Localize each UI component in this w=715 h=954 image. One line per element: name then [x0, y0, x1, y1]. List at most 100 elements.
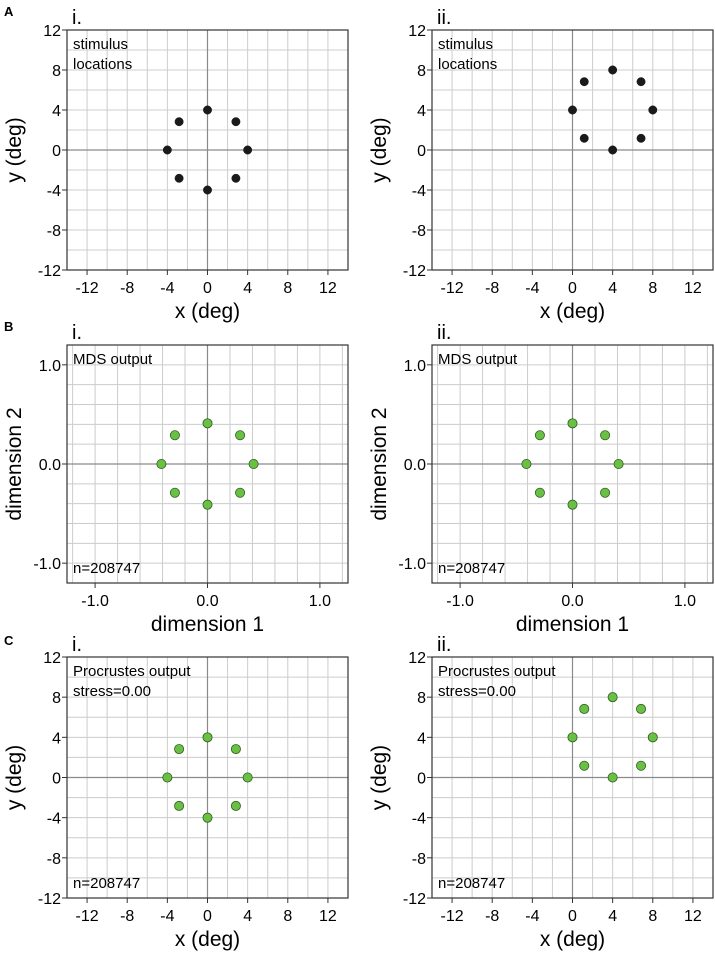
n-count-label: n=208747 — [438, 875, 505, 892]
x-tick-label: 0 — [203, 280, 212, 297]
data-point — [567, 499, 578, 510]
data-points — [568, 65, 658, 155]
annotation-text: stimulus — [438, 36, 493, 53]
x-tick-label: -4 — [160, 908, 174, 925]
x-axis-label: dimension 1 — [516, 613, 629, 636]
x-tick-label: -8 — [120, 908, 134, 925]
y-tick-label: 4 — [52, 103, 61, 120]
y-tick-label: -8 — [47, 223, 61, 240]
data-point — [202, 418, 213, 429]
y-tick-label: 0 — [52, 143, 61, 160]
data-point — [174, 117, 184, 127]
x-tick-label: -12 — [76, 280, 99, 297]
sub-panel-label: i. — [72, 7, 82, 29]
y-tick-label: 0 — [417, 143, 426, 160]
data-point — [162, 772, 173, 783]
data-point — [607, 772, 618, 783]
sub-panel-label: i. — [72, 634, 82, 656]
data-point — [636, 77, 646, 87]
data-point — [231, 173, 241, 183]
data-point — [579, 760, 590, 771]
x-tick-label: 4 — [608, 280, 617, 297]
data-point — [579, 77, 589, 87]
y-tick-label: -8 — [47, 851, 61, 868]
x-tick-label: -8 — [485, 280, 499, 297]
x-tick-label: 12 — [319, 908, 337, 925]
sub-panel-label: ii. — [437, 634, 451, 656]
x-tick-label: -1.0 — [81, 593, 109, 610]
data-point — [607, 692, 618, 703]
y-tick-label: -4 — [47, 811, 61, 828]
chart-panel-a-i: -12 -8 -4 0 4 8 12 12 8 4 0 -4 -8 -12 x (deg) y (deg) i.… — [3, 7, 349, 323]
data-point — [243, 145, 253, 155]
data-point — [613, 458, 624, 469]
data-point — [230, 744, 241, 755]
data-points — [521, 418, 624, 510]
x-tick-label: 4 — [608, 908, 617, 925]
y-tick-label: 0.0 — [39, 457, 61, 474]
data-point — [174, 744, 185, 755]
y-tick-label: 12 — [43, 23, 61, 40]
data-point — [636, 133, 646, 143]
x-tick-label: 4 — [243, 908, 252, 925]
x-tick-label: -8 — [120, 280, 134, 297]
chart-panel-b-i: -1.0 0.0 1.0 1.0 0.0 -1.0 dimension 1 dimension… — [3, 322, 349, 636]
chart-panel-a-ii: -12 -8 -4 0 4 8 12 12 8 4 0 -4 -8 -12 x (deg) y (deg) ii… — [368, 7, 714, 323]
data-point — [534, 430, 545, 441]
x-axis-label: dimension 1 — [151, 613, 264, 636]
data-point — [567, 418, 578, 429]
data-points — [567, 692, 658, 783]
data-point — [600, 430, 611, 441]
x-tick-label: 12 — [684, 908, 702, 925]
annotation-text: locations — [438, 56, 497, 73]
data-point — [534, 487, 545, 498]
x-tick-label: -12 — [441, 280, 464, 297]
panel-letter-b: B — [4, 319, 13, 334]
y-axis-label: y (deg) — [3, 117, 26, 182]
sub-panel-label: ii. — [437, 322, 451, 344]
y-tick-label: -12 — [403, 263, 426, 280]
x-tick-label: 8 — [648, 908, 657, 925]
x-tick-label: 0 — [203, 908, 212, 925]
y-axis-label: y (deg) — [3, 745, 26, 810]
data-point — [647, 732, 658, 743]
x-tick-label: -1.0 — [446, 593, 474, 610]
x-tick-label: 4 — [243, 280, 252, 297]
y-tick-label: 0 — [417, 771, 426, 788]
data-point — [568, 105, 577, 115]
y-tick-label: 0.0 — [404, 457, 426, 474]
data-point — [636, 703, 647, 714]
y-tick-label: 1.0 — [404, 358, 426, 375]
data-point — [202, 732, 213, 743]
x-axis-label: x (deg) — [175, 928, 240, 951]
y-tick-label: 12 — [408, 23, 426, 40]
y-tick-label: -8 — [412, 223, 426, 240]
x-tick-label: -4 — [525, 280, 539, 297]
y-tick-label: 8 — [52, 690, 61, 707]
y-tick-label: -8 — [412, 851, 426, 868]
chart-panel-b-ii: -1.0 0.0 1.0 1.0 0.0 -1.0 dimension 1 dimension… — [368, 322, 714, 636]
x-tick-label: -12 — [441, 908, 464, 925]
data-point — [203, 105, 212, 115]
y-tick-label: 12 — [43, 650, 61, 667]
y-axis-label: dimension 2 — [3, 407, 26, 520]
y-tick-label: 4 — [417, 730, 426, 747]
y-axis-label: dimension 2 — [368, 407, 391, 520]
annotation-text: Procrustes output — [73, 663, 191, 680]
data-point — [567, 732, 578, 743]
sub-panel-label: ii. — [437, 7, 451, 29]
x-axis-label: x (deg) — [540, 300, 605, 323]
data-point — [230, 800, 241, 811]
x-tick-label: 0.0 — [196, 593, 218, 610]
n-count-label: n=208747 — [73, 560, 140, 577]
data-point — [579, 133, 589, 143]
x-tick-label: 1.0 — [309, 593, 331, 610]
data-point — [521, 458, 532, 469]
y-tick-label: -4 — [412, 183, 426, 200]
y-axis-label: y (deg) — [368, 117, 391, 182]
data-points — [156, 418, 259, 510]
x-tick-label: 0 — [568, 908, 577, 925]
chart-panel-c-ii: -12 -8 -4 0 4 8 12 12 8 4 0 -4 -8 -12 x (deg) y (deg) ii… — [368, 634, 714, 951]
y-tick-label: 12 — [408, 650, 426, 667]
